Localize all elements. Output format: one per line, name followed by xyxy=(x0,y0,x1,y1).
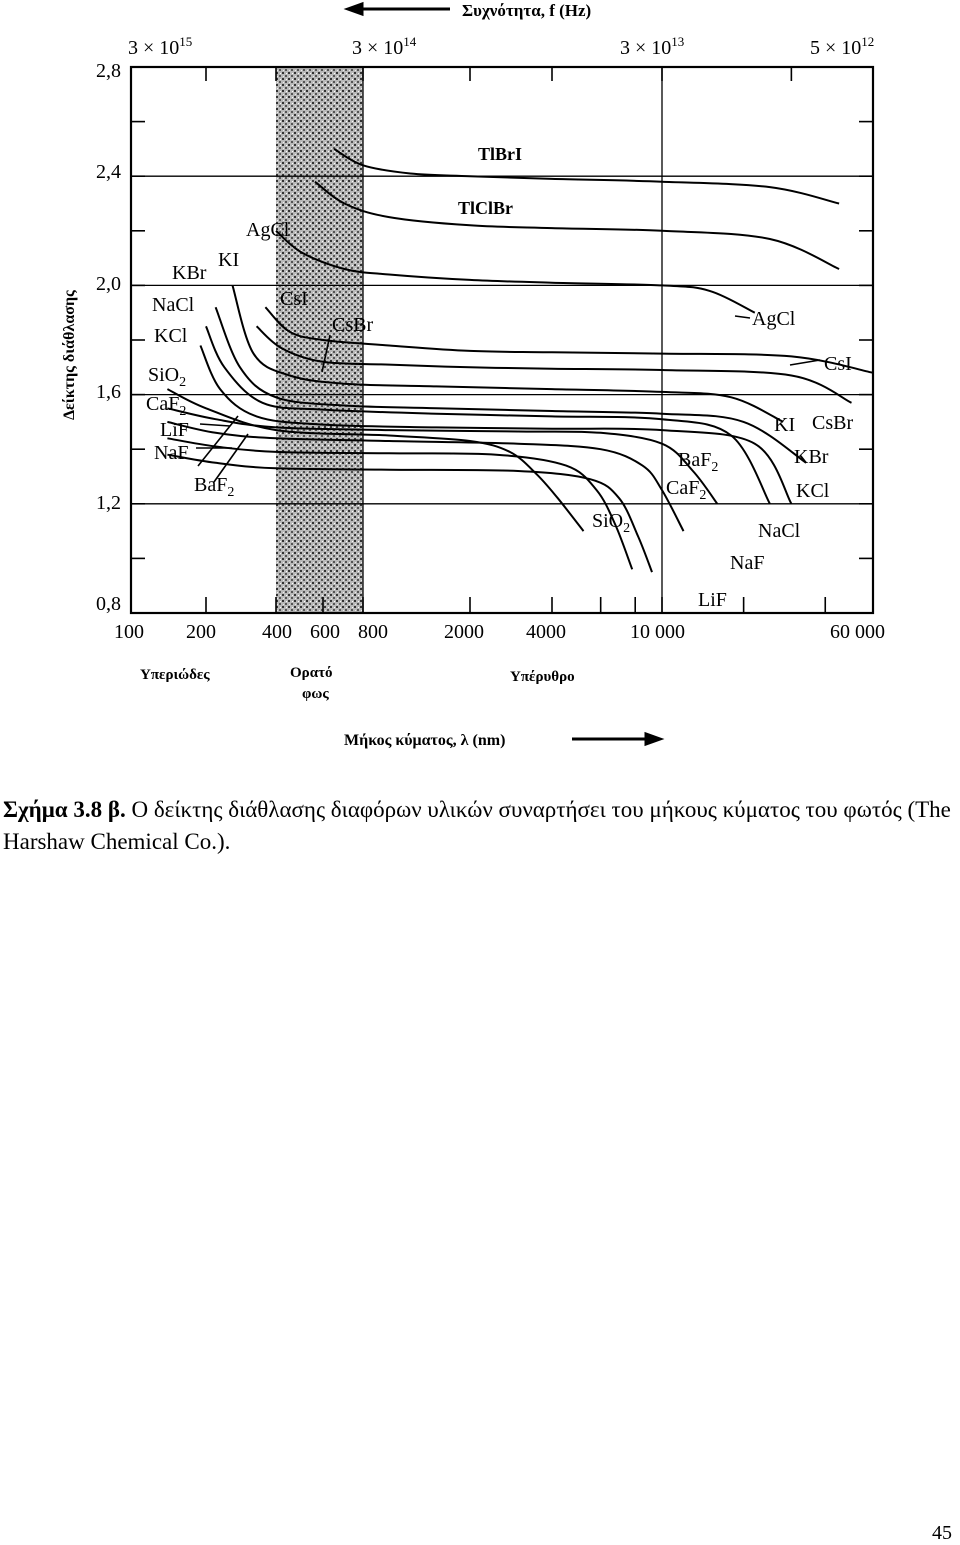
curve-label: LiF xyxy=(160,419,189,441)
curve-label: CsI xyxy=(824,353,852,375)
curve-lif xyxy=(167,437,634,570)
region-label-visible-2: φως xyxy=(302,686,329,702)
x-tick-label: 100 xyxy=(114,621,144,643)
curve-label: CsBr xyxy=(332,314,373,336)
curve-label: CsBr xyxy=(812,412,853,434)
tick-marks xyxy=(131,66,874,614)
curve-label: NaF xyxy=(154,442,188,464)
curves xyxy=(166,148,874,573)
curve-label: BaF2 xyxy=(678,449,718,475)
curve-label: KBr xyxy=(794,446,829,468)
curve-label: TlBrI xyxy=(478,144,522,164)
y-axis-label: Δείκτης διάθλασης xyxy=(61,290,78,420)
top-tick-4: 5 × 1012 xyxy=(810,34,874,59)
curve-kbr xyxy=(214,306,807,464)
curve-csi xyxy=(264,306,874,374)
x-axis-label: Μήκος κύματος, λ (nm) xyxy=(344,732,505,749)
curve-kcl xyxy=(199,345,793,505)
x-tick-label: 400 xyxy=(262,621,292,643)
top-tick-1: 3 × 1015 xyxy=(128,34,192,59)
x-tick-label: 2000 xyxy=(444,621,484,643)
x-tick-label: 4000 xyxy=(526,621,566,643)
x-tick-label: 600 xyxy=(310,621,340,643)
y-tick-label: 2,4 xyxy=(96,161,121,183)
region-label-visible: Ορατό xyxy=(290,665,332,681)
y-tick-label: 2,0 xyxy=(96,273,121,295)
x-tick-label: 800 xyxy=(358,621,388,643)
curve-label: AgCl xyxy=(246,219,290,241)
label-leader-lines xyxy=(196,315,821,483)
curve-label: AgCl xyxy=(752,308,796,330)
curve-label: TlClBr xyxy=(458,198,513,218)
caption-label: Σχήμα 3.8 β. xyxy=(3,797,126,822)
top-axis-label: Συχνότητα, f (Hz) xyxy=(462,1,591,20)
caption-text: Ο δείκτης διάθλασης διαφόρων υλικών συνα… xyxy=(3,797,951,854)
x-tick-label: 200 xyxy=(186,621,216,643)
top-tick-3: 3 × 1013 xyxy=(620,34,684,59)
region-label-uv: Υπεριώδες xyxy=(140,667,210,683)
curve-label: SiO2 xyxy=(592,510,630,536)
curve-label: KBr xyxy=(172,262,207,284)
region-label-ir: Υπέρυθρο xyxy=(510,669,575,685)
curve-label: CsI xyxy=(280,288,308,310)
refractive-index-chart: Συχνότητα, f (Hz) 3 × 1015 3 × 1014 3 × … xyxy=(61,1,885,749)
curve-label: NaCl xyxy=(152,294,195,316)
curve-baf2 xyxy=(167,407,719,505)
x-axis-arrow xyxy=(572,731,665,747)
x-tick-label: 10 000 xyxy=(630,621,685,643)
curve-label: KI xyxy=(218,249,239,271)
curve-label: KI xyxy=(774,414,795,436)
top-tick-2: 3 × 1014 xyxy=(352,34,417,59)
curve-caf2 xyxy=(167,420,685,532)
y-tick-label: 2,8 xyxy=(96,60,121,82)
curve-label: LiF xyxy=(698,589,727,611)
curve-agcl xyxy=(275,230,756,314)
curve-label: NaCl xyxy=(758,520,801,542)
x-tick-label: 60 000 xyxy=(830,621,885,643)
curve-label: NaF xyxy=(730,552,764,574)
page-number: 45 xyxy=(932,1522,952,1544)
y-tick-label: 1,6 xyxy=(96,381,121,403)
y-tick-label: 0,8 xyxy=(96,593,121,615)
figure-caption: Σχήμα 3.8 β. Ο δείκτης διάθλασης διαφόρω… xyxy=(3,794,958,858)
curve-nacl xyxy=(205,325,771,505)
y-tick-label: 1,2 xyxy=(96,492,121,514)
curve-ki xyxy=(231,285,784,423)
curve-sio2 xyxy=(166,388,585,532)
curve-naf xyxy=(167,453,653,573)
top-axis-arrow xyxy=(343,1,450,17)
curve-label: BaF2 xyxy=(194,474,234,500)
curve-csbr xyxy=(255,325,852,404)
curve-label: KCl xyxy=(154,325,188,347)
grid-lines xyxy=(131,67,873,613)
curve-tlbri xyxy=(333,148,840,205)
curve-tlclbr xyxy=(314,180,840,270)
curve-label: SiO2 xyxy=(148,364,186,390)
curve-label: KCl xyxy=(796,480,830,502)
